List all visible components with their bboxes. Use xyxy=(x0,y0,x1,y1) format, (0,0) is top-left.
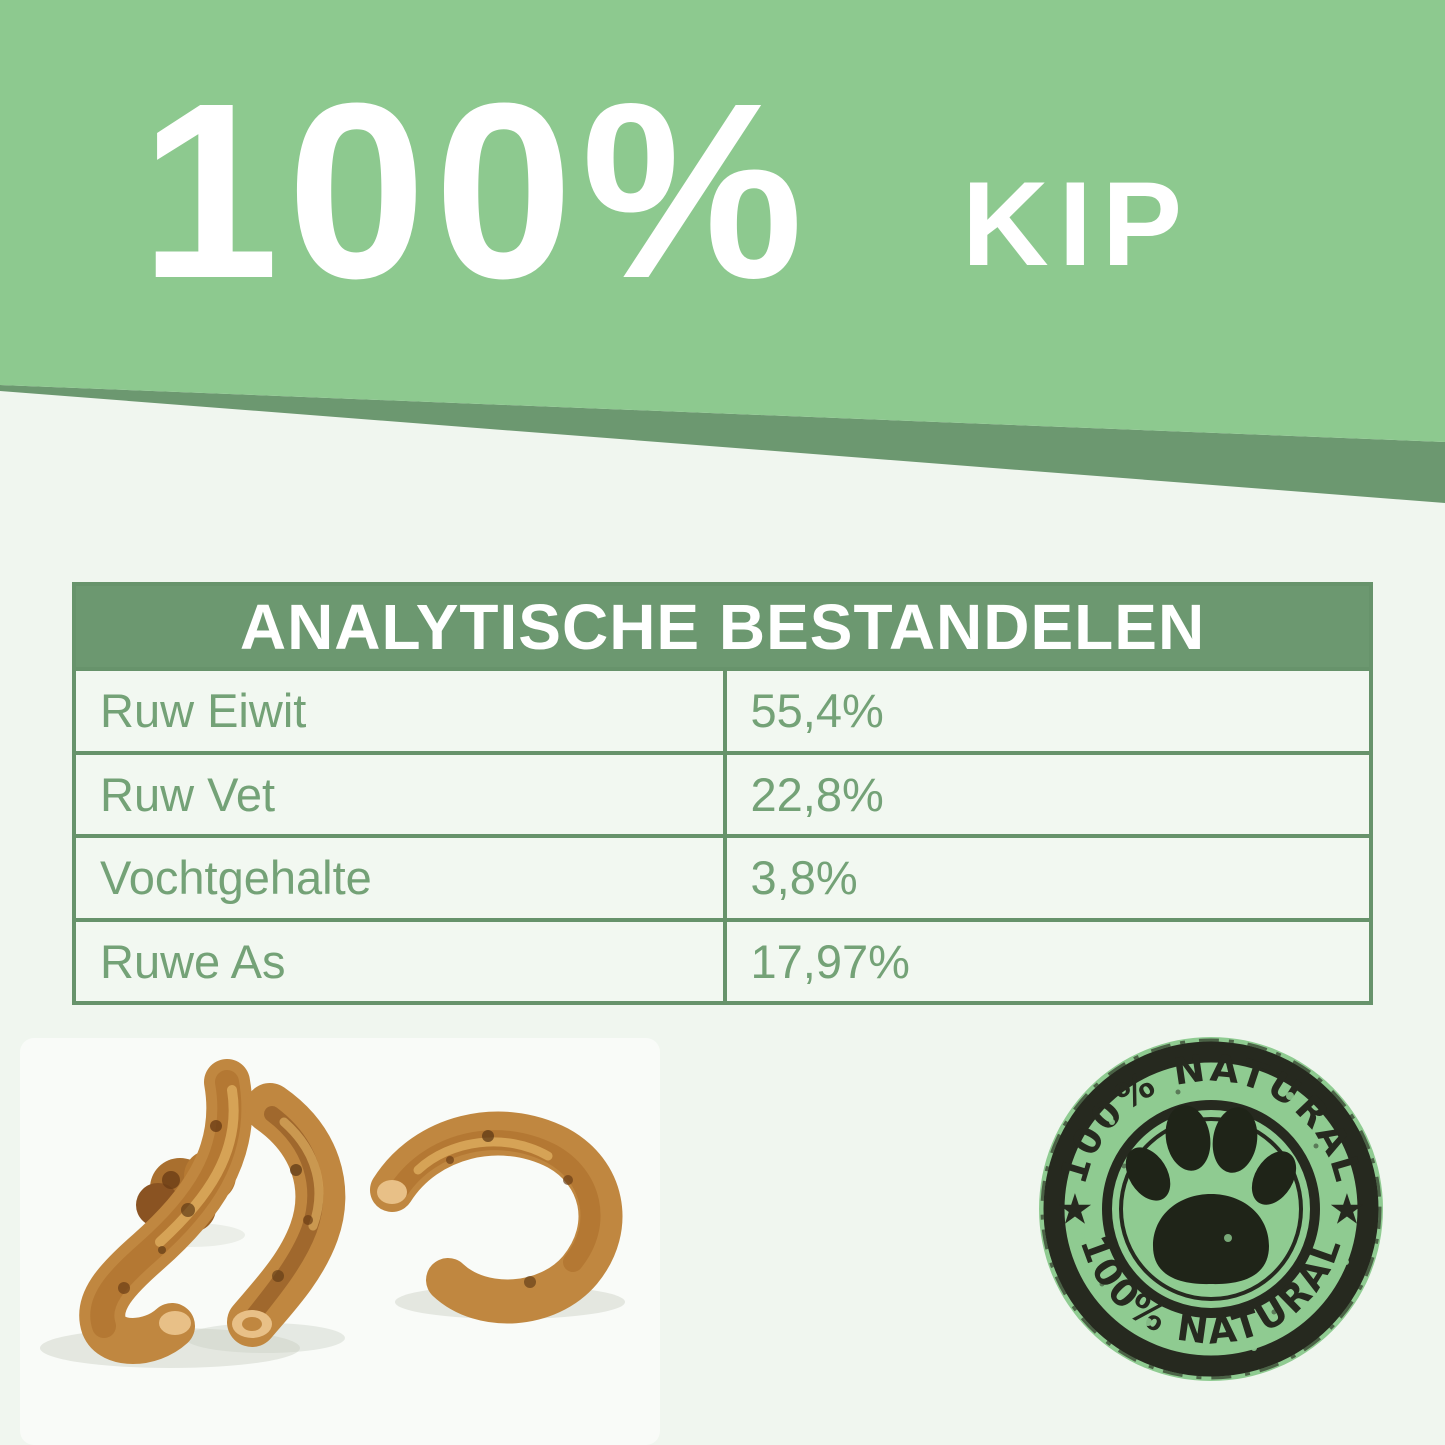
analysis-table: ANALYTISCHE BESTANDELEN Ruw Eiwit 55,4% … xyxy=(72,582,1373,1005)
row-value: 17,97% xyxy=(722,921,1370,1001)
banner-background xyxy=(0,0,1445,503)
table-row: Ruw Eiwit 55,4% xyxy=(76,667,1369,751)
row-label: Vochtgehalte xyxy=(100,851,372,905)
headline-100-percent: 100% xyxy=(140,51,812,330)
table-row: Ruwe As 17,97% xyxy=(76,917,1370,1001)
banner-shadow-wedge xyxy=(0,385,1445,503)
star-icon: ★ xyxy=(1328,1186,1366,1233)
paw-print-icon xyxy=(1125,1105,1297,1285)
row-label: Ruw Vet xyxy=(100,767,276,821)
photo-background xyxy=(20,1038,660,1445)
chicken-piece-right xyxy=(370,1111,623,1324)
stamp-grunge-speckles xyxy=(1079,1089,1349,1351)
headline-product-kip: KIP xyxy=(962,157,1193,291)
chicken-necks-photo xyxy=(20,1038,660,1445)
row-value: 3,8% xyxy=(722,838,1370,918)
row-value: 55,4% xyxy=(722,671,1370,751)
banner-green-band xyxy=(0,0,1445,442)
chicken-piece-middle-neck xyxy=(227,1083,346,1347)
row-label: Ruwe As xyxy=(100,934,286,988)
stamp-rings xyxy=(1040,1038,1382,1380)
chicken-piece-left-neck xyxy=(79,1059,253,1364)
table-row: Vochtgehalte 3,8% xyxy=(76,834,1369,918)
row-label: Ruw Eiwit xyxy=(100,684,307,738)
table-row: Ruw Vet 22,8% xyxy=(76,750,1370,834)
analysis-table-title: ANALYTISCHE BESTANDELEN xyxy=(76,586,1369,667)
star-icon: ★ xyxy=(1056,1186,1094,1233)
row-value: 22,8% xyxy=(722,754,1370,834)
natural-stamp-badge: 100% NATURAL 100% NATURAL ★ ★ xyxy=(1039,1037,1383,1381)
